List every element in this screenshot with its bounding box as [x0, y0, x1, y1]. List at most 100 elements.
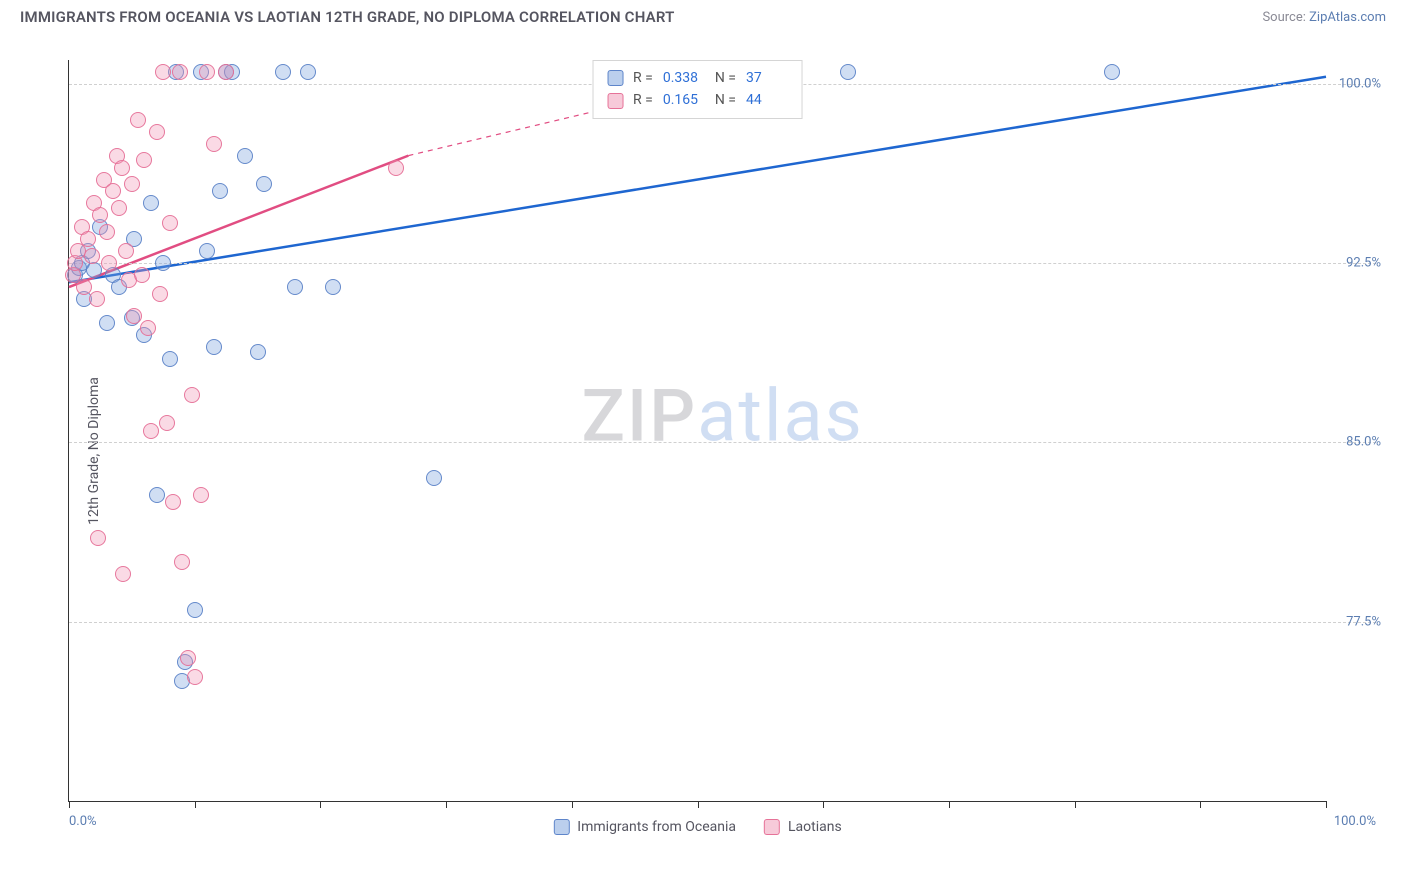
data-point-laotians [84, 248, 100, 264]
trend-lines-layer [69, 60, 1326, 801]
data-point-laotians [76, 279, 92, 295]
data-point-laotians [80, 231, 96, 247]
series-legend: Immigrants from Oceania Laotians [553, 819, 841, 835]
x-tick [1200, 801, 1201, 808]
chart-title: IMMIGRANTS FROM OCEANIA VS LAOTIAN 12TH … [20, 8, 675, 26]
stats-row-laotians: R = 0.165 N = 44 [607, 89, 788, 111]
data-point-laotians [155, 64, 171, 80]
swatch-oceania-icon [553, 819, 569, 835]
data-point-laotians [101, 255, 117, 271]
x-tick [195, 801, 196, 808]
data-point-oceania [212, 183, 228, 199]
data-point-laotians [159, 415, 175, 431]
n-value-oceania: 37 [746, 67, 788, 89]
x-tick [698, 801, 699, 808]
data-point-oceania [1104, 64, 1120, 80]
gridline [69, 263, 1376, 264]
data-point-laotians [172, 64, 188, 80]
data-point-oceania [149, 487, 165, 503]
data-point-laotians [126, 308, 142, 324]
watermark-zip: ZIP [581, 373, 697, 458]
x-tick [320, 801, 321, 808]
y-tick-label: 77.5% [1346, 614, 1381, 629]
data-point-laotians [92, 207, 108, 223]
data-point-laotians [90, 530, 106, 546]
data-point-laotians [99, 224, 115, 240]
data-point-oceania [256, 176, 272, 192]
data-point-laotians [218, 64, 234, 80]
data-point-laotians [165, 494, 181, 510]
data-point-oceania [155, 255, 171, 271]
r-value-laotians: 0.165 [663, 89, 705, 111]
x-tick [1326, 801, 1327, 808]
swatch-laotians-icon [607, 93, 623, 109]
data-point-laotians [180, 650, 196, 666]
gridline [69, 442, 1376, 443]
data-point-oceania [325, 279, 341, 295]
x-tick [69, 801, 70, 808]
data-point-laotians [152, 286, 168, 302]
data-point-laotians [124, 176, 140, 192]
data-point-laotians [206, 136, 222, 152]
source-link[interactable]: ZipAtlas.com [1309, 10, 1386, 25]
data-point-laotians [111, 200, 127, 216]
data-point-laotians [130, 112, 146, 128]
data-point-laotians [174, 554, 190, 570]
data-point-oceania [199, 243, 215, 259]
y-tick-label: 85.0% [1346, 435, 1381, 450]
x-tick [572, 801, 573, 808]
data-point-laotians [149, 124, 165, 140]
legend-label-oceania: Immigrants from Oceania [577, 819, 736, 835]
x-tick [1075, 801, 1076, 808]
data-point-oceania [162, 351, 178, 367]
x-axis-min-label: 0.0% [69, 814, 97, 829]
chart-header: IMMIGRANTS FROM OCEANIA VS LAOTIAN 12TH … [0, 0, 1406, 30]
source-label: Source: [1262, 10, 1305, 25]
data-point-oceania [187, 602, 203, 618]
data-point-oceania [86, 262, 102, 278]
r-label: R = [633, 89, 653, 111]
r-label: R = [633, 67, 653, 89]
data-point-laotians [118, 243, 134, 259]
y-tick-label: 100.0% [1339, 76, 1381, 91]
data-point-laotians [199, 64, 215, 80]
y-tick-label: 92.5% [1346, 256, 1381, 271]
r-value-oceania: 0.338 [663, 67, 705, 89]
legend-item-oceania: Immigrants from Oceania [553, 819, 736, 835]
plot-area: ZIPatlas R = 0.338 N = 37 R = 0.165 N = … [68, 60, 1326, 802]
data-point-laotians [193, 487, 209, 503]
data-point-laotians [140, 320, 156, 336]
gridline [69, 622, 1376, 623]
data-point-oceania [300, 64, 316, 80]
data-point-laotians [187, 669, 203, 685]
legend-label-laotians: Laotians [788, 819, 842, 835]
swatch-laotians-icon [764, 819, 780, 835]
source-attribution: Source: ZipAtlas.com [1262, 10, 1386, 25]
data-point-oceania [840, 64, 856, 80]
data-point-laotians [114, 160, 130, 176]
data-point-laotians [388, 160, 404, 176]
data-point-laotians [134, 267, 150, 283]
data-point-laotians [184, 387, 200, 403]
x-axis-max-label: 100.0% [1334, 814, 1376, 829]
n-value-laotians: 44 [746, 89, 788, 111]
data-point-laotians [162, 215, 178, 231]
x-tick [949, 801, 950, 808]
data-point-laotians [89, 291, 105, 307]
data-point-laotians [143, 423, 159, 439]
stats-row-oceania: R = 0.338 N = 37 [607, 67, 788, 89]
data-point-oceania [250, 344, 266, 360]
data-point-oceania [206, 339, 222, 355]
data-point-oceania [143, 195, 159, 211]
x-tick [446, 801, 447, 808]
watermark-atlas: atlas [697, 373, 864, 458]
swatch-oceania-icon [607, 70, 623, 86]
watermark: ZIPatlas [581, 373, 863, 458]
data-point-laotians [115, 566, 131, 582]
data-point-laotians [136, 152, 152, 168]
stats-legend: R = 0.338 N = 37 R = 0.165 N = 44 [592, 60, 803, 119]
chart-container: 12th Grade, No Diploma ZIPatlas R = 0.33… [20, 40, 1386, 862]
data-point-oceania [99, 315, 115, 331]
data-point-oceania [275, 64, 291, 80]
legend-item-laotians: Laotians [764, 819, 842, 835]
